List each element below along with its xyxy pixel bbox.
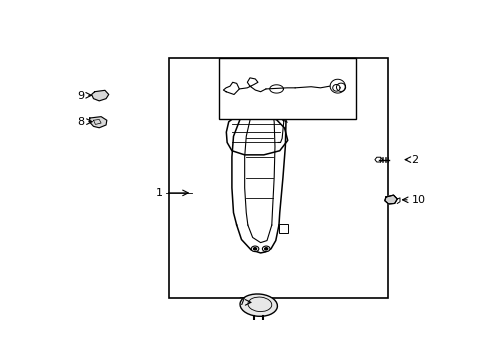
Polygon shape bbox=[92, 90, 109, 101]
Text: 4: 4 bbox=[272, 72, 279, 82]
Ellipse shape bbox=[240, 294, 277, 316]
Text: 10: 10 bbox=[412, 195, 425, 205]
Circle shape bbox=[265, 248, 268, 250]
Text: 8: 8 bbox=[78, 117, 85, 127]
Bar bbox=[170, 58, 388, 298]
Bar bbox=[279, 224, 289, 233]
Text: 1: 1 bbox=[156, 188, 163, 198]
Text: 7: 7 bbox=[238, 297, 245, 307]
Circle shape bbox=[263, 246, 270, 252]
Text: 6: 6 bbox=[225, 72, 232, 82]
Polygon shape bbox=[90, 117, 107, 128]
Circle shape bbox=[251, 246, 259, 252]
Text: 9: 9 bbox=[78, 91, 85, 102]
Bar bbox=[219, 58, 356, 120]
Polygon shape bbox=[385, 195, 397, 204]
Text: 3: 3 bbox=[293, 108, 300, 117]
Text: 2: 2 bbox=[412, 155, 418, 165]
Circle shape bbox=[253, 248, 257, 250]
Text: 5: 5 bbox=[335, 72, 342, 82]
